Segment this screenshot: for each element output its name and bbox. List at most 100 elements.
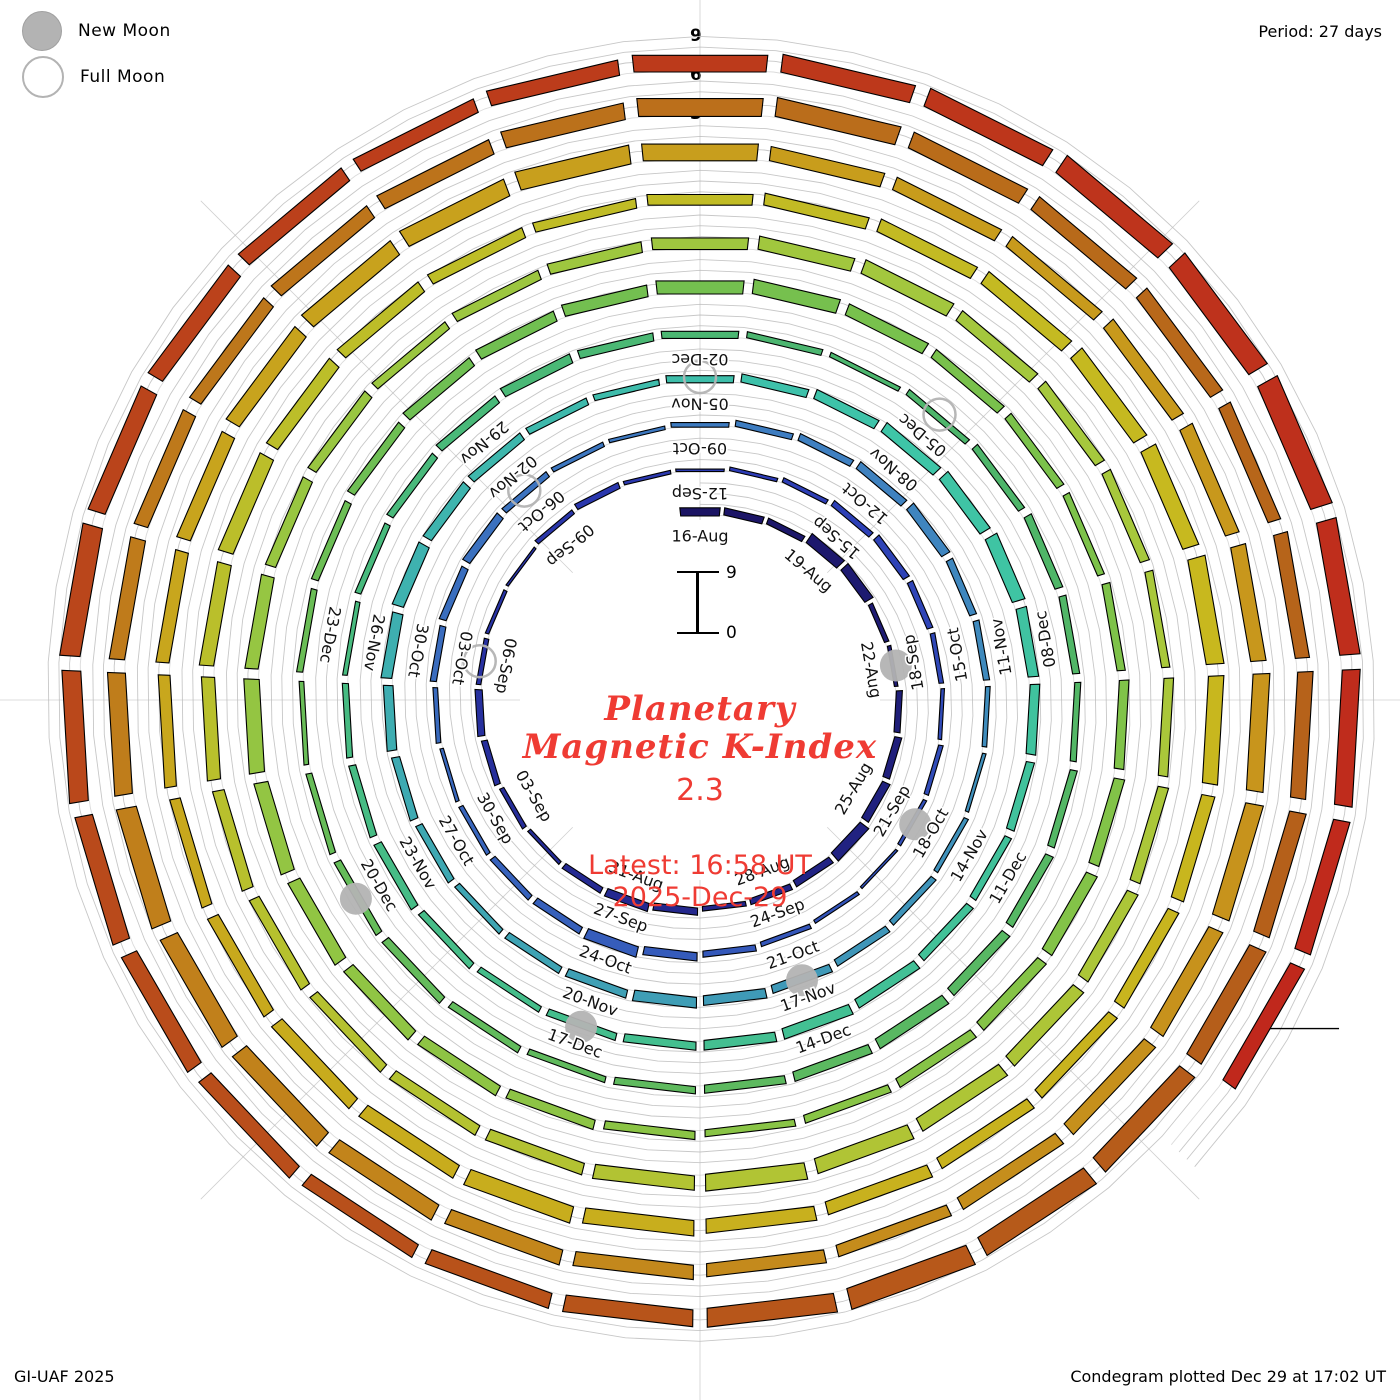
period-label: Period: 27 days <box>1258 22 1382 41</box>
k-index-bar <box>1015 605 1040 678</box>
k-index-bar <box>390 755 419 822</box>
k-index-bar <box>1222 962 1306 1090</box>
k-index-bar <box>499 102 626 149</box>
k-index-bar <box>439 747 460 803</box>
full-moon-label: Full Moon <box>80 67 166 87</box>
k-index-bar <box>867 602 890 644</box>
k-index-bar <box>1253 810 1307 939</box>
k-index-bar <box>443 1208 564 1266</box>
new-moon-marker <box>879 649 912 682</box>
k-index-bars-layer <box>59 53 1361 1328</box>
k-index-bar <box>859 848 899 890</box>
k-index-bar <box>1005 853 1055 929</box>
k-index-bar <box>417 909 475 970</box>
k-index-bar <box>703 1075 787 1094</box>
k-index-bar <box>765 517 806 543</box>
k-index-bar <box>751 278 842 314</box>
k-index-bar <box>833 925 891 967</box>
k-index-bar <box>1186 943 1267 1066</box>
k-index-bar <box>1170 793 1216 903</box>
k-index-bar <box>416 1035 502 1097</box>
k-index-bar <box>1023 513 1064 590</box>
k-index-bar <box>906 579 934 630</box>
k-index-bar <box>346 421 406 496</box>
k-index-bar <box>373 841 419 911</box>
k-index-bar <box>572 1250 694 1281</box>
k-index-bar <box>461 512 504 565</box>
spiral-date-label: 22-Aug <box>857 640 886 699</box>
k-index-bar <box>264 476 314 569</box>
k-index-bar <box>474 310 558 360</box>
radial-tick-9: 9 <box>690 26 702 46</box>
k-index-bar <box>106 671 133 797</box>
k-index-bar <box>484 589 508 635</box>
k-scale-bar: 9 0 <box>672 563 762 643</box>
k-index-bar <box>895 1029 978 1089</box>
k-index-bar <box>980 270 1073 352</box>
k-index-bar <box>1077 889 1139 983</box>
k-index-bar <box>813 890 861 925</box>
k-index-bar <box>855 460 908 507</box>
k-index-bar <box>1230 542 1267 663</box>
k-index-bar <box>1088 777 1126 868</box>
k-index-bar <box>1201 675 1225 786</box>
spiral-date-label: 31-Aug <box>606 857 666 894</box>
k-index-bar <box>607 425 666 444</box>
k-index-bar <box>1063 1038 1157 1136</box>
k-index-bar <box>971 443 1026 512</box>
k-index-bar <box>854 960 921 1009</box>
spiral-date-label: 28-Aug <box>732 852 792 889</box>
k-index-bar <box>485 59 621 107</box>
k-index-bar <box>650 237 750 251</box>
k-index-bar <box>706 1249 828 1278</box>
k-index-bar <box>295 587 318 673</box>
k-index-bar <box>704 1162 809 1192</box>
k-index-bar <box>874 994 950 1050</box>
spiral-date-label: 02-Dec <box>671 350 728 369</box>
new-moon-marker <box>339 882 372 915</box>
spiral-date-label: 18-Sep <box>899 633 927 692</box>
k-index-bar <box>977 1167 1098 1257</box>
k-index-bar <box>1179 422 1240 537</box>
k-index-bar <box>622 469 672 486</box>
k-index-bar <box>398 178 511 248</box>
k-index-bar <box>546 241 644 275</box>
k-index-bar <box>679 507 721 517</box>
k-index-bar <box>525 397 590 436</box>
full-moon-icon <box>22 56 64 98</box>
k-index-bar <box>474 688 486 738</box>
k-index-bar <box>310 499 353 582</box>
k-index-bar <box>1168 252 1269 376</box>
k-index-bar <box>354 522 391 595</box>
k-index-bar <box>631 989 698 1009</box>
k-index-bar <box>336 281 426 359</box>
k-index-bar <box>147 264 242 383</box>
k-index-bar <box>781 1003 854 1040</box>
k-index-bar <box>984 532 1026 604</box>
k-index-bar <box>188 296 275 405</box>
k-index-bar <box>1047 769 1079 849</box>
k-index-bar <box>159 931 239 1049</box>
k-index-bar <box>1005 235 1103 321</box>
k-index-bar <box>955 309 1039 383</box>
k-index-bar <box>225 325 307 428</box>
k-index-bar <box>1058 594 1081 675</box>
k-index-bar <box>781 476 829 505</box>
k-index-bar <box>1289 670 1314 801</box>
k-index-bar <box>309 990 388 1074</box>
k-index-bar <box>930 348 1006 414</box>
k-index-bar <box>780 53 917 104</box>
k-index-bar <box>938 470 992 535</box>
k-index-bar <box>1113 679 1130 771</box>
k-index-bar <box>704 1118 797 1138</box>
k-index-bar <box>701 900 747 912</box>
k-index-bar <box>1005 760 1036 832</box>
k-index-bar <box>422 480 472 542</box>
k-index-bar <box>287 877 347 967</box>
spiral-date-label: 30-Oct <box>404 622 432 679</box>
k-index-bar <box>499 353 574 398</box>
k-index-bar <box>813 388 880 430</box>
k-index-bar <box>774 96 902 146</box>
k-index-bar <box>532 897 584 935</box>
k-index-bar <box>534 509 576 545</box>
